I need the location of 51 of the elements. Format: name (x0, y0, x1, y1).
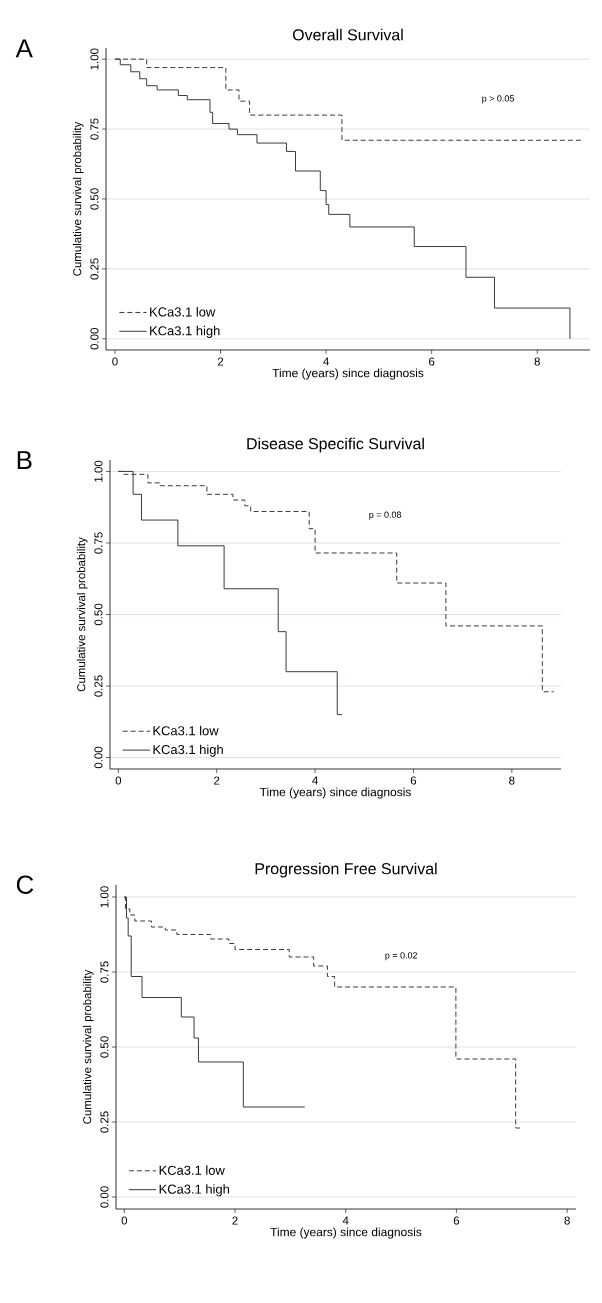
x-axis-title: Time (years) since diagnosis (272, 368, 424, 380)
chart-title: Overall Survival (292, 28, 403, 41)
legend-label: KCa3.1 high (159, 1184, 230, 1197)
legend-label: KCa3.1 low (150, 307, 216, 317)
y-tick-label: 0.50 (94, 603, 103, 626)
y-tick-label: 1.00 (100, 886, 109, 908)
y-tick-label: 0.25 (90, 258, 99, 280)
chart-title: Progression Free Survival (255, 862, 437, 878)
y-tick-label: 0.75 (100, 961, 109, 983)
x-tick-label: 8 (509, 776, 515, 785)
y-tick-label: 0.75 (90, 118, 99, 140)
y-tick-label: 1.00 (94, 460, 103, 482)
chart-title: Disease Specific Survival (247, 437, 424, 453)
y-tick-label: 0.00 (90, 328, 99, 350)
y-axis-title: Cumulative survival probability (72, 121, 84, 276)
legend-label: KCa3.1 low (159, 1165, 225, 1175)
x-tick-label: 8 (564, 1216, 570, 1225)
annotation: p = 0.08 (369, 511, 402, 520)
x-tick-label: 0 (121, 1216, 128, 1225)
y-tick-label: 0.50 (100, 1036, 109, 1058)
x-axis-title: Time (years) since diagnosis (259, 787, 411, 799)
x-tick-label: 0 (115, 776, 122, 785)
legend-label: KCa3.1 high (150, 325, 220, 338)
x-tick-label: 2 (214, 776, 220, 785)
y-tick-label: 1.00 (90, 48, 99, 70)
x-tick-label: 2 (232, 1216, 238, 1225)
annotation: p = 0.02 (385, 952, 418, 961)
y-tick-label: 0.00 (100, 1186, 109, 1208)
x-tick-label: 4 (323, 357, 329, 366)
y-tick-label: 0.50 (90, 188, 99, 210)
y-tick-label: 0.25 (94, 675, 103, 697)
x-tick-label: 6 (410, 776, 417, 785)
y-axis-title: Cumulative survival probability (76, 537, 88, 692)
legend-label: KCa3.1 low (153, 725, 219, 736)
x-tick-label: 6 (429, 357, 435, 366)
y-tick-label: 0.75 (94, 532, 103, 554)
x-tick-label: 4 (342, 1216, 349, 1225)
x-axis-title: Time (years) since diagnosis (270, 1227, 422, 1239)
y-axis-title: Cumulative survival probability (82, 969, 94, 1124)
text: C (16, 875, 34, 894)
x-tick-label: 8 (534, 357, 540, 366)
x-tick-label: 2 (217, 357, 224, 366)
annotation: p > 0.05 (482, 95, 514, 104)
x-tick-label: 6 (453, 1216, 460, 1225)
text: A (15, 39, 33, 58)
legend-label: KCa3.1 high (153, 744, 223, 757)
x-tick-label: 0 (112, 357, 118, 366)
y-tick-label: 0.25 (100, 1111, 109, 1133)
x-tick-label: 4 (312, 776, 318, 785)
text: B (17, 451, 32, 469)
y-tick-label: 0.00 (94, 746, 103, 769)
